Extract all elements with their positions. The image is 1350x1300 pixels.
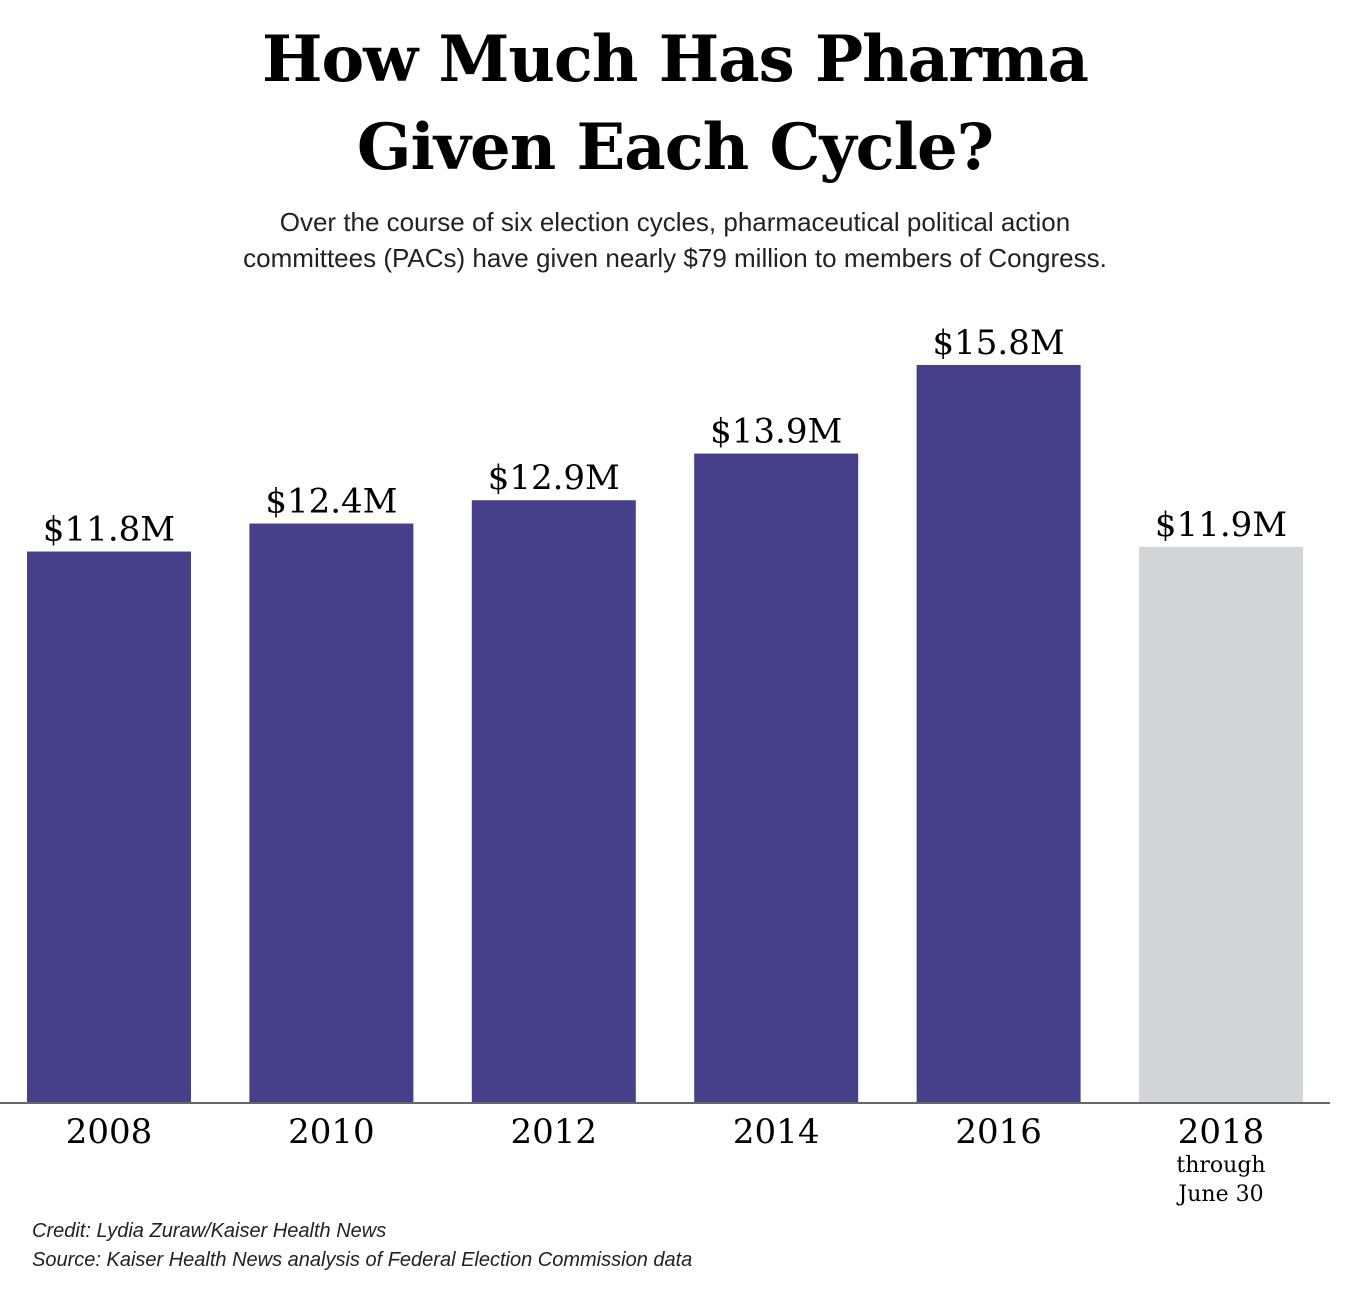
bar-2008 [27,551,191,1102]
x-tick-label-2014: 2014 [733,1112,820,1152]
value-label-2008: $11.8M [43,510,175,550]
x-tick-label-2018: 2018 [1178,1112,1265,1152]
chart-subtitle-line-1: Over the course of six election cycles, … [279,207,1071,237]
value-label-2014: $13.9M [710,412,842,452]
chart-subtitle-line-2: committees (PACs) have given nearly $79 … [243,243,1107,273]
credit-text: Credit: Lydia Zuraw/Kaiser Health News [32,1220,387,1242]
chart-title-line-2: Given Each Cycle? [356,110,994,185]
chart-subtitle: Over the course of six election cycles, … [0,204,1350,276]
chart-title-line-1: How Much Has Pharma [262,22,1089,97]
x-tick-note: June 30 [1176,1182,1263,1207]
x-tick-label-2012: 2012 [511,1112,598,1152]
value-label-2010: $12.4M [265,482,397,522]
bar-2014 [694,453,859,1102]
bar-2016 [916,364,1081,1102]
source-text: Source: Kaiser Health News analysis of F… [32,1249,693,1271]
value-label-2016: $15.8M [933,323,1065,363]
bar-2018 [1139,546,1303,1102]
x-tick-label-2010: 2010 [288,1112,375,1152]
x-tick-label-2016: 2016 [955,1112,1042,1152]
value-label-2018: $11.9M [1155,505,1287,545]
x-tick-label-2008: 2008 [66,1112,153,1152]
chart-title: How Much Has Pharma Given Each Cycle? [0,16,1350,192]
x-tick-note: through [1176,1153,1265,1178]
bar-2012 [471,500,636,1103]
value-label-2012: $12.9M [488,458,620,498]
bar-2010 [249,523,414,1102]
